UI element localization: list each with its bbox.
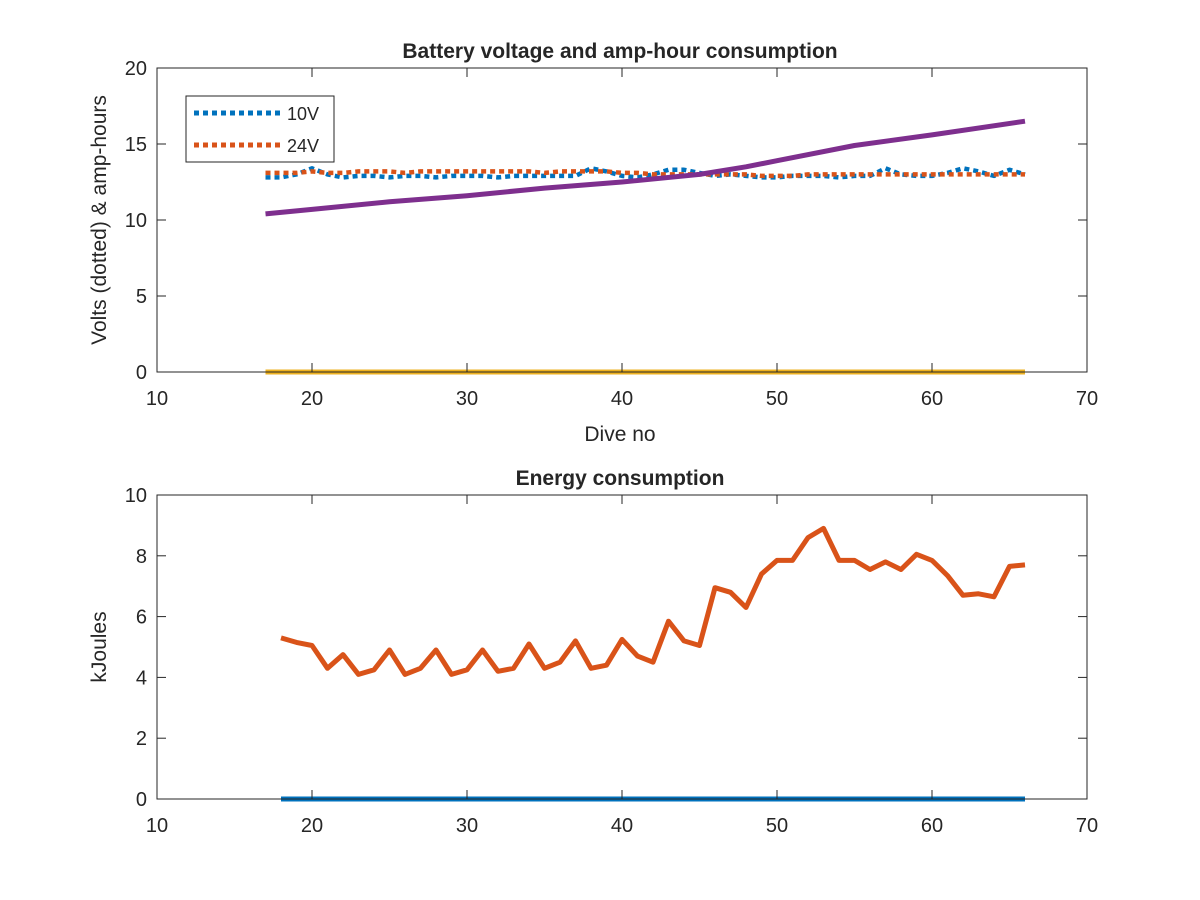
voltage-chart-xlabel: Dive no: [584, 423, 655, 446]
voltage-chart-ytick-label: 20: [125, 58, 147, 80]
voltage-chart-xtick-label: 40: [611, 388, 633, 410]
energy-chart-ytick-label: 2: [136, 728, 147, 750]
voltage-chart-xtick-label: 60: [921, 388, 943, 410]
energy-chart-xtick-label: 60: [921, 815, 943, 837]
voltage-chart-series-line-1: [265, 169, 1025, 179]
voltage-chart-title: Battery voltage and amp-hour consumption: [402, 40, 837, 63]
energy-chart-ytick-label: 6: [136, 607, 147, 629]
energy-chart-ylabel: kJoules: [88, 611, 111, 682]
energy-chart-series-line-0: [280, 525, 1026, 677]
voltage-chart-ytick-label: 5: [136, 286, 147, 308]
energy-chart-xtick-label: 50: [766, 815, 788, 837]
voltage-chart-ytick-label: 15: [125, 134, 147, 156]
energy-chart: Energy consumption kJoules 10 20 30 40 50 60 7…: [88, 467, 1098, 837]
voltage-chart-xtick-label: 10: [146, 388, 168, 410]
energy-chart-xtick-label: 70: [1076, 815, 1098, 837]
voltage-chart-xtick-label: 70: [1076, 388, 1098, 410]
energy-chart-ytick-label: 0: [136, 789, 147, 811]
energy-chart-xtick-label: 20: [301, 815, 323, 837]
energy-chart-xtick-label: 40: [611, 815, 633, 837]
energy-chart-xtick-label: 10: [146, 815, 168, 837]
voltage-chart: Battery voltage and amp-hour consumption…: [88, 40, 1098, 446]
voltage-chart-xtick-label: 50: [766, 388, 788, 410]
voltage-chart-ytick-label: 0: [136, 362, 147, 384]
energy-chart-ytick-label: 10: [125, 485, 147, 507]
energy-chart-ytick-label: 4: [136, 667, 147, 689]
legend-label-24v: 24V: [287, 136, 319, 156]
voltage-chart-xtick-label: 20: [301, 388, 323, 410]
legend-label-10v: 10V: [287, 104, 319, 124]
legend: 10V 24V: [185, 95, 335, 163]
energy-chart-ytick-label: 8: [136, 546, 147, 568]
energy-chart-title: Energy consumption: [516, 467, 725, 490]
voltage-chart-series-line-3: [265, 118, 1026, 217]
voltage-chart-xtick-label: 30: [456, 388, 478, 410]
energy-chart-xtick-label: 30: [456, 815, 478, 837]
voltage-chart-ytick-label: 10: [125, 210, 147, 232]
legend-box: [185, 95, 335, 163]
voltage-chart-ylabel: Volts (dotted) & amp-hours: [88, 95, 111, 345]
